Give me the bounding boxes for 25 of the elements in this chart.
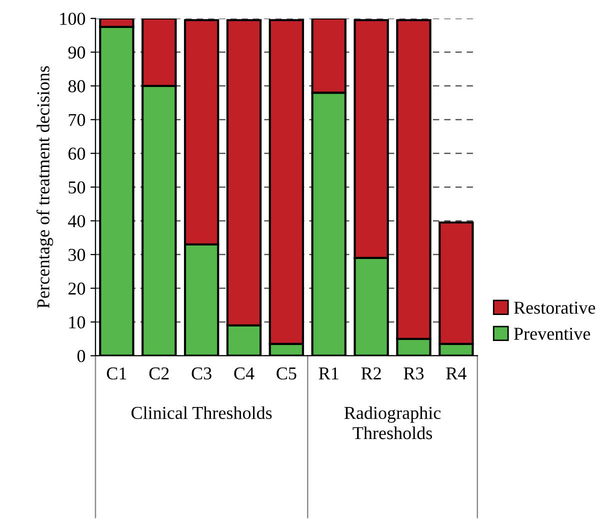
x-tick-label: C1 <box>106 367 126 380</box>
legend-label: Restorative <box>514 302 596 314</box>
y-tick-label: 90 <box>68 46 86 59</box>
x-tick-label: R1 <box>318 367 338 380</box>
y-tick-label: 0 <box>77 350 86 362</box>
y-tick-label: 40 <box>68 215 86 228</box>
y-tick-label: 70 <box>68 114 86 126</box>
x-tick-label: C3 <box>192 367 212 380</box>
y-tick-label: 50 <box>68 181 86 194</box>
y-tick-label: 30 <box>68 248 86 261</box>
x-tick-label: C4 <box>234 367 254 380</box>
y-tick-label: 100 <box>60 12 86 25</box>
x-tick-label: C5 <box>276 367 296 380</box>
text: Radiographic Thresholds <box>344 406 441 440</box>
x-tick-label: R4 <box>446 367 466 380</box>
y-tick-label: 60 <box>68 148 86 160</box>
legend-label: Preventive <box>514 328 590 340</box>
y-axis-title: Percentage of treatment decisions <box>36 66 54 308</box>
x-tick-label: R2 <box>361 367 381 380</box>
x-tick-label: C2 <box>149 367 169 380</box>
x-tick-label: R3 <box>404 367 424 380</box>
y-tick-label: 80 <box>68 80 86 92</box>
y-tick-label: 10 <box>69 316 86 328</box>
text: Clinical Thresholds <box>132 406 272 420</box>
y-tick-label: 20 <box>68 282 86 295</box>
